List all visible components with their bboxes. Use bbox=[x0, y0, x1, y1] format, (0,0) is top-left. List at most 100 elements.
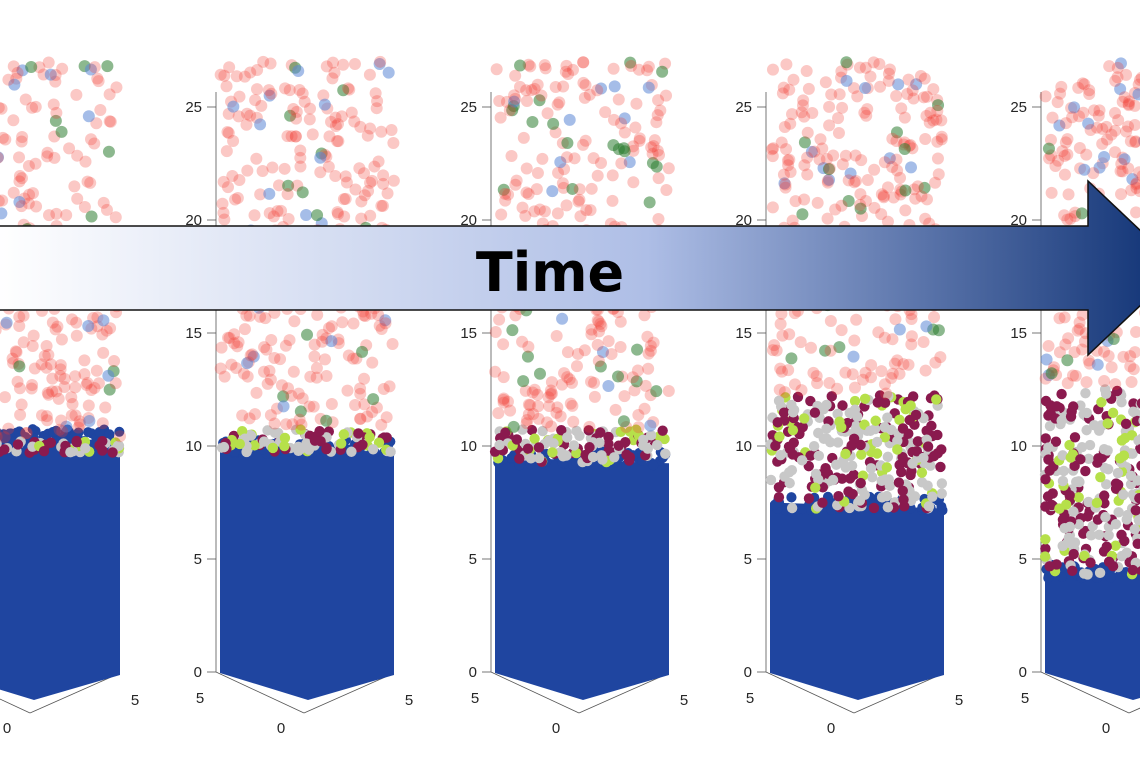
cloud-particle bbox=[366, 405, 379, 418]
cloud-particle bbox=[855, 154, 868, 167]
mixed-particle bbox=[1083, 496, 1094, 508]
cloud-particle bbox=[279, 339, 292, 352]
cloud-particle bbox=[561, 346, 574, 359]
cloud-particle bbox=[867, 56, 880, 69]
cloud-particle bbox=[1124, 135, 1137, 148]
mixed-particle bbox=[1044, 465, 1055, 476]
cloud-particle bbox=[52, 392, 65, 405]
cloud-particle bbox=[532, 412, 545, 425]
cloud-particle bbox=[331, 118, 344, 131]
cloud-particle bbox=[46, 385, 59, 398]
z-tick-label: 10 bbox=[1010, 438, 1027, 455]
mixed-particle bbox=[241, 446, 252, 458]
mixed-particle bbox=[932, 429, 943, 441]
cloud-particle bbox=[44, 358, 57, 371]
cloud-particle bbox=[899, 184, 912, 197]
cloud-particle bbox=[13, 360, 26, 373]
mixed-particle bbox=[773, 491, 785, 503]
cloud-particle bbox=[355, 195, 368, 208]
cloud-particle bbox=[623, 156, 636, 169]
mixed-particle bbox=[852, 411, 863, 422]
cloud-particle bbox=[819, 344, 832, 357]
cloud-particle bbox=[1073, 322, 1086, 335]
cloud-particle bbox=[909, 192, 922, 205]
cloud-particle bbox=[507, 420, 520, 433]
cloud-particle bbox=[541, 416, 554, 429]
cloud-particle bbox=[244, 109, 257, 122]
mixed-particle bbox=[1068, 401, 1079, 412]
cloud-particle bbox=[618, 126, 631, 139]
mixed-particle bbox=[772, 417, 783, 428]
bed-particle bbox=[648, 460, 659, 471]
cloud-particle bbox=[642, 362, 655, 375]
cloud-particle bbox=[382, 66, 395, 79]
cloud-particle bbox=[931, 135, 944, 148]
cloud-particle bbox=[337, 84, 350, 97]
cloud-particle bbox=[65, 409, 78, 422]
mixed-particle bbox=[1075, 454, 1086, 465]
cloud-particle bbox=[920, 109, 933, 122]
cloud-particle bbox=[851, 90, 864, 103]
cloud-particle bbox=[1109, 146, 1122, 159]
bed-particle bbox=[936, 501, 947, 512]
cloud-particle bbox=[497, 338, 510, 351]
cloud-particle bbox=[902, 358, 915, 371]
cloud-particle bbox=[814, 133, 827, 146]
mixed-particle bbox=[595, 427, 606, 438]
cloud-particle bbox=[13, 169, 26, 182]
cloud-particle bbox=[268, 352, 281, 365]
cloud-particle bbox=[8, 78, 21, 91]
cloud-particle bbox=[335, 110, 348, 123]
cloud-particle bbox=[780, 58, 793, 71]
cloud-particle bbox=[241, 357, 254, 370]
cloud-particle bbox=[357, 309, 370, 322]
cloud-particle bbox=[508, 95, 521, 108]
cloud-particle bbox=[2, 422, 15, 435]
cloud-particle bbox=[303, 102, 316, 115]
mixed-particle bbox=[808, 441, 820, 452]
cloud-particle bbox=[88, 61, 101, 74]
cloud-particle bbox=[47, 98, 60, 111]
cloud-particle bbox=[1109, 124, 1122, 137]
cloud-particle bbox=[934, 351, 947, 364]
cloud-particle bbox=[49, 323, 62, 336]
cloud-particle bbox=[842, 195, 855, 208]
cloud-particle bbox=[1051, 96, 1064, 109]
cloud-particle bbox=[74, 418, 87, 431]
mixed-particle bbox=[859, 393, 871, 404]
mixed-layer bbox=[489, 424, 671, 468]
cloud-particle bbox=[797, 94, 810, 107]
cloud-particle bbox=[0, 131, 9, 144]
cloud-particle bbox=[91, 72, 104, 85]
cloud-particle bbox=[553, 96, 566, 109]
mixed-particle bbox=[1095, 471, 1106, 483]
mixed-particle bbox=[1039, 551, 1051, 562]
mixed-particle bbox=[911, 446, 923, 457]
mixed-particle bbox=[642, 443, 653, 454]
cloud-particle bbox=[1058, 149, 1071, 162]
cloud-particle bbox=[783, 83, 796, 96]
cloud-particle bbox=[822, 163, 835, 176]
cloud-particle bbox=[521, 414, 534, 427]
cloud-particle bbox=[215, 341, 228, 354]
mixed-particle bbox=[837, 400, 848, 411]
cloud-particle bbox=[104, 115, 117, 128]
mixed-particle bbox=[879, 421, 890, 433]
cloud-particle bbox=[97, 314, 110, 327]
mixed-particle bbox=[910, 409, 922, 421]
mixed-particle bbox=[803, 493, 815, 504]
mixed-particle bbox=[1064, 439, 1075, 451]
z-tick-label: 10 bbox=[735, 438, 752, 455]
cloud-particle bbox=[0, 195, 5, 207]
cloud-particle bbox=[371, 95, 384, 108]
cloud-particle bbox=[1100, 120, 1113, 133]
mixed-particle bbox=[1128, 406, 1139, 417]
mixed-particle bbox=[1056, 388, 1067, 400]
mixed-particle bbox=[882, 451, 894, 463]
cloud-particle bbox=[103, 88, 116, 101]
mixed-particle bbox=[1099, 490, 1110, 501]
mixed-particle bbox=[871, 436, 883, 448]
cloud-particle bbox=[66, 313, 79, 326]
cloud-particle bbox=[54, 359, 67, 372]
cloud-particle bbox=[375, 199, 388, 212]
